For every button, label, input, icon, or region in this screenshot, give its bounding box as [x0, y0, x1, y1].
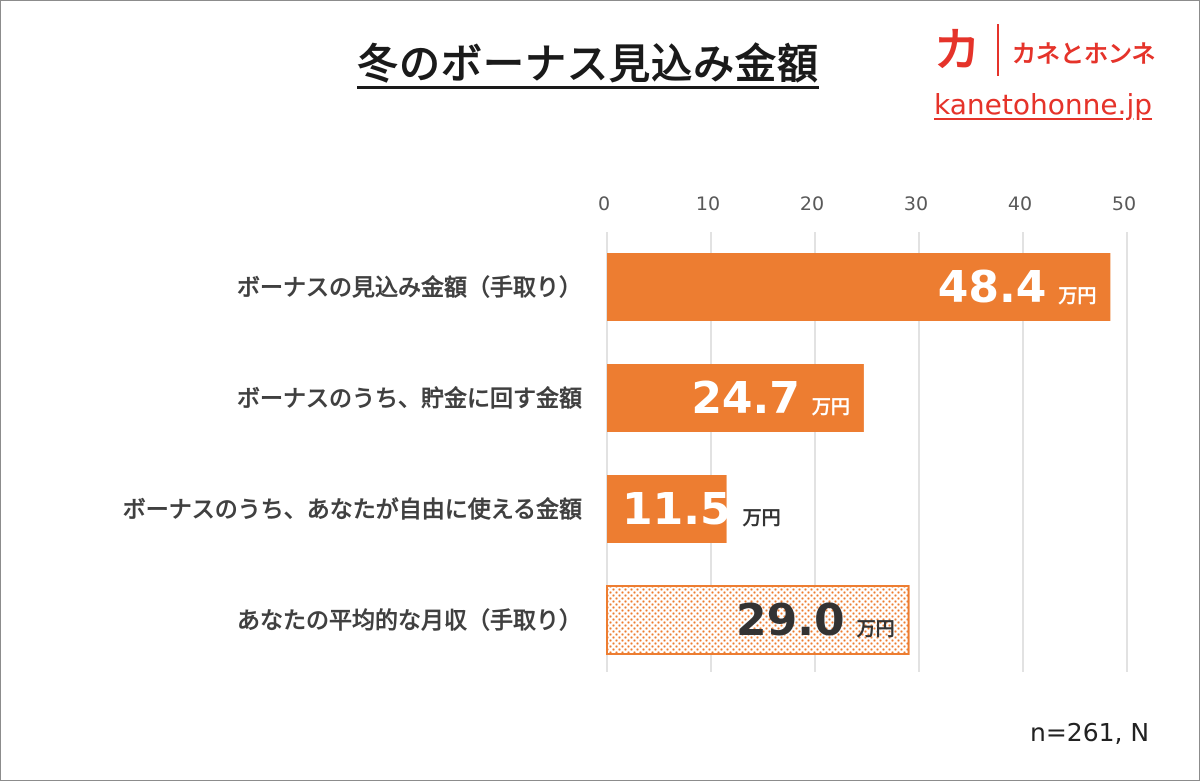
x-tick-label: 10 [696, 193, 720, 215]
value-label: 24.7 [691, 373, 800, 424]
sample-size-note: n=261, N [1030, 718, 1150, 747]
value-labels: 48.4 万円 24.7 万円 11.5 万円 29.0 万円 [622, 262, 1096, 646]
unit-label: 万円 [811, 396, 850, 418]
brand-logo-mark: カ [934, 23, 980, 77]
unit-label: 万円 [1057, 285, 1096, 307]
x-tick-label: 20 [800, 193, 824, 215]
bar-2 [607, 364, 864, 432]
x-tick-label: 40 [1008, 193, 1032, 215]
bars [606, 253, 1111, 655]
category-label: ボーナスのうち、貯金に回す金額 [237, 385, 582, 412]
x-tick-label: 50 [1112, 193, 1136, 215]
category-label: ボーナスのうち、あなたが自由に使える金額 [123, 496, 582, 523]
x-tick-label: 0 [598, 193, 610, 215]
category-label: あなたの平均的な月収（手取り） [237, 607, 582, 634]
value-label: 11.5 [622, 484, 731, 535]
x-tick-label: 30 [904, 193, 928, 215]
x-axis-ticks: 0 10 20 30 40 50 [598, 193, 1136, 215]
unit-label: 万円 [856, 618, 895, 640]
brand-divider [997, 24, 999, 76]
value-label: 29.0 [736, 595, 845, 646]
chart-title: 冬のボーナス見込み金額 [357, 40, 819, 88]
category-labels: ボーナスの見込み金額（手取り） ボーナスのうち、貯金に回す金額ボーナスのうち、あな… [123, 274, 582, 634]
unit-label: 万円 [742, 507, 781, 529]
bar-4 [606, 585, 910, 655]
bar-1 [607, 253, 1111, 321]
bar-3 [607, 475, 727, 543]
brand-name: カネとホンネ [1012, 40, 1156, 68]
category-label: ボーナスの見込み金額（手取り） [237, 274, 582, 301]
value-label: 48.4 [938, 262, 1047, 313]
brand-url-link[interactable]: kanetohonne.jp [934, 88, 1153, 121]
